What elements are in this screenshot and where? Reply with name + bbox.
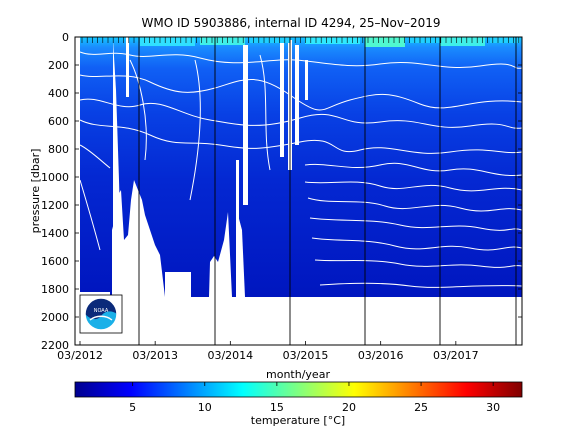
isotherm-contours [79,51,522,288]
temperature-section [80,37,522,297]
y-tick-label-11: 2200 [41,339,69,352]
x-tick-label-0: 03/2012 [57,349,103,362]
x-tick-label-3: 03/2015 [283,349,329,362]
y-tick-label-2: 400 [48,87,69,100]
colorbar-tick-label-0: 5 [129,401,136,414]
x-tick-label-4: 03/2016 [358,349,404,362]
colorbar-tick-label-5: 30 [486,401,500,414]
x-gridlines [138,37,517,345]
y-tick-label-10: 2000 [41,311,69,324]
y-axis-label: pressure [dbar] [29,149,42,234]
chart-title: WMO ID 5903886, internal ID 4294, 25–Nov… [142,16,441,30]
colorbar-label: temperature [°C] [251,414,345,427]
colorbar-tick-label-4: 25 [414,401,428,414]
x-axis: 03/2012 03/2013 03/2014 03/2015 03/2016 03/20… [57,341,479,362]
profile-ticks [81,37,520,43]
noaa-logo: NOAA [79,294,123,334]
x-axis-label: month/year [266,368,330,381]
colorbar-tick-label-2: 15 [270,401,284,414]
y-tick-label-4: 800 [48,143,69,156]
plot-frame [74,36,523,346]
y-tick-label-1: 200 [48,59,69,72]
svg-text:NOAA: NOAA [94,308,109,314]
colorbar-ticks: 5 10 15 20 25 30 [129,382,500,414]
y-tick-label-5: 1000 [41,171,69,184]
x-tick-label-1: 03/2013 [132,349,178,362]
colorbar [74,381,523,398]
x-tick-label-2: 03/2014 [207,349,253,362]
y-tick-label-8: 1600 [41,255,69,268]
y-tick-label-7: 1400 [41,227,69,240]
colorbar-tick-label-1: 10 [198,401,212,414]
colorbar-tick-label-3: 20 [342,401,356,414]
y-tick-label-9: 1800 [41,283,69,296]
y-tick-label-3: 600 [48,115,69,128]
y-tick-label-6: 1200 [41,199,69,212]
x-tick-label-5: 03/2017 [433,349,479,362]
y-tick-label-0: 0 [62,31,69,44]
y-axis: 0 200 400 600 800 1000 1200 1400 1600 1800 2000 220… [41,31,522,352]
